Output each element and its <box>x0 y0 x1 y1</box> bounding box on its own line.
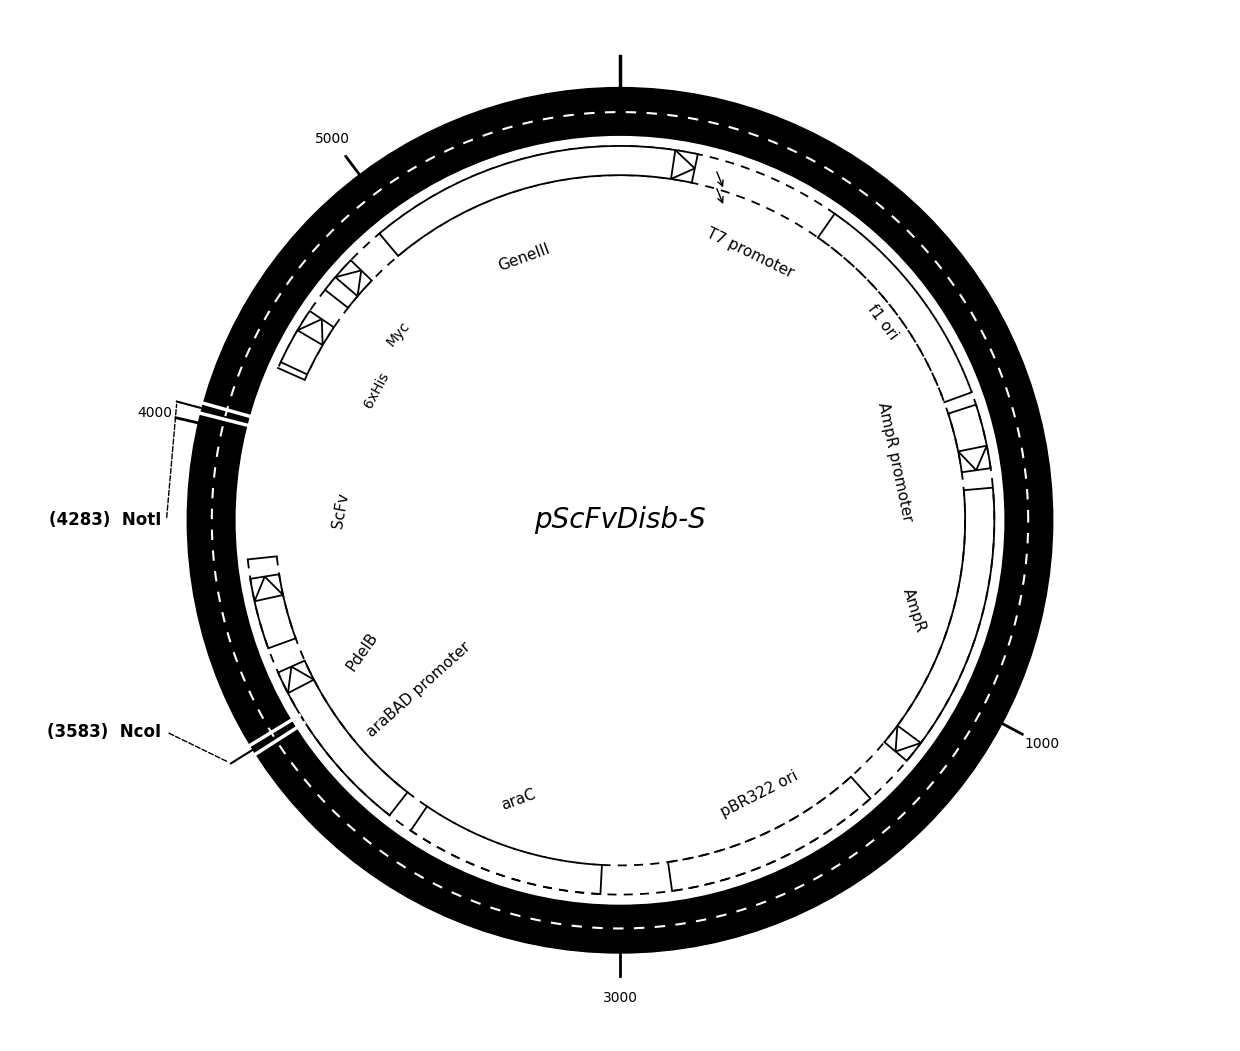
Polygon shape <box>884 488 994 761</box>
Polygon shape <box>895 725 921 751</box>
Polygon shape <box>254 577 283 601</box>
Text: AmpR promoter: AmpR promoter <box>875 400 915 522</box>
Text: Myc: Myc <box>383 318 412 349</box>
Circle shape <box>237 138 1003 903</box>
Text: AmpR: AmpR <box>900 586 929 634</box>
Polygon shape <box>335 270 361 296</box>
Text: araC: araC <box>498 786 538 812</box>
Text: ScFv: ScFv <box>330 492 351 530</box>
Text: f1 ori: f1 ori <box>864 303 900 343</box>
Polygon shape <box>298 320 322 345</box>
Polygon shape <box>280 311 334 374</box>
Text: 5000: 5000 <box>315 132 350 146</box>
Text: PdelB: PdelB <box>343 630 381 674</box>
Text: 4000: 4000 <box>138 406 172 419</box>
Polygon shape <box>671 150 694 179</box>
Text: araBAD promoter: araBAD promoter <box>365 639 474 740</box>
Polygon shape <box>959 446 987 470</box>
Polygon shape <box>250 574 295 648</box>
Text: T7 promoter: T7 promoter <box>704 226 796 281</box>
Text: pBR322 ori: pBR322 ori <box>718 768 801 820</box>
Polygon shape <box>949 405 991 472</box>
Text: (4283)  NotI: (4283) NotI <box>48 511 161 530</box>
Text: pScFvDisb-S: pScFvDisb-S <box>534 507 706 534</box>
Circle shape <box>187 87 1053 953</box>
Polygon shape <box>278 661 408 816</box>
Text: (3583)  NcoI: (3583) NcoI <box>47 723 161 741</box>
Text: 6xHis: 6xHis <box>361 370 392 411</box>
Text: GeneIII: GeneIII <box>496 242 552 274</box>
Text: 3000: 3000 <box>603 991 637 1005</box>
Polygon shape <box>325 261 372 308</box>
Text: 1000: 1000 <box>1024 738 1059 751</box>
Polygon shape <box>379 146 698 255</box>
Circle shape <box>237 137 1003 904</box>
Polygon shape <box>288 666 314 693</box>
